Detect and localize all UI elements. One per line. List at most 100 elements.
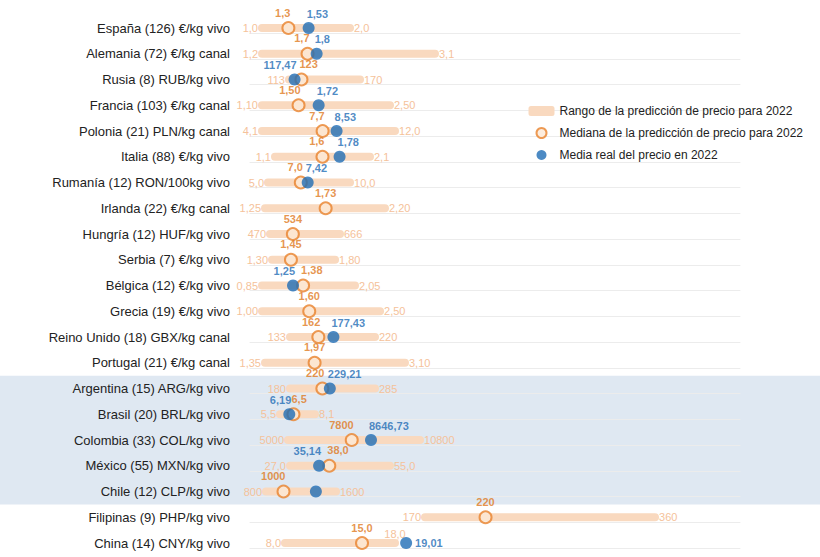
svg-text:7,7: 7,7 — [309, 110, 324, 122]
svg-text:1,00: 1,00 — [237, 305, 258, 317]
svg-text:Polonia (21) PLN/kg canal: Polonia (21) PLN/kg canal — [79, 124, 230, 139]
svg-text:1,97: 1,97 — [304, 341, 325, 353]
svg-text:229,21: 229,21 — [328, 368, 362, 380]
svg-text:3,10: 3,10 — [409, 357, 430, 369]
svg-text:Chile (12) CLP/kg vivo: Chile (12) CLP/kg vivo — [101, 484, 230, 499]
svg-text:15,0: 15,0 — [351, 522, 372, 534]
svg-text:Rusia (8) RUB/kg vivo: Rusia (8) RUB/kg vivo — [102, 72, 230, 87]
svg-text:1600: 1600 — [340, 486, 364, 498]
svg-text:2,05: 2,05 — [359, 280, 380, 292]
svg-text:2,50: 2,50 — [384, 305, 405, 317]
svg-text:Hungría (12) HUF/kg vivo: Hungría (12) HUF/kg vivo — [83, 227, 230, 242]
svg-text:470: 470 — [248, 228, 266, 240]
svg-text:1,72: 1,72 — [317, 85, 338, 97]
svg-text:1,80: 1,80 — [339, 254, 360, 266]
svg-text:Brasil (20) BRL/kg vivo: Brasil (20) BRL/kg vivo — [98, 407, 230, 422]
svg-text:1,30: 1,30 — [247, 254, 268, 266]
svg-text:0,85: 0,85 — [237, 280, 258, 292]
svg-text:6,5: 6,5 — [291, 393, 306, 405]
svg-text:7,0: 7,0 — [288, 161, 303, 173]
svg-text:117,47: 117,47 — [264, 59, 297, 71]
svg-text:2,20: 2,20 — [389, 202, 410, 214]
svg-text:8,0: 8,0 — [266, 537, 281, 549]
svg-text:1,50: 1,50 — [279, 84, 300, 96]
svg-text:800: 800 — [244, 486, 262, 498]
svg-text:Alemania (72) €/kg canal: Alemania (72) €/kg canal — [86, 46, 230, 61]
svg-text:177,43: 177,43 — [331, 317, 365, 329]
svg-text:360: 360 — [659, 511, 677, 523]
svg-text:1,1: 1,1 — [256, 151, 271, 163]
svg-text:España (126) €/kg vivo: España (126) €/kg vivo — [97, 21, 230, 36]
svg-text:1,10: 1,10 — [237, 99, 258, 111]
svg-text:285: 285 — [379, 383, 397, 395]
svg-text:Serbia (7) €/kg vivo: Serbia (7) €/kg vivo — [118, 252, 230, 267]
svg-text:220: 220 — [306, 367, 324, 379]
svg-text:1,38: 1,38 — [301, 264, 322, 276]
svg-text:170: 170 — [403, 511, 421, 523]
svg-text:2,50: 2,50 — [394, 99, 415, 111]
svg-text:170: 170 — [364, 74, 382, 86]
svg-text:Rango de la predicción de prec: Rango de la predicción de precio para 20… — [560, 104, 793, 118]
svg-text:1,3: 1,3 — [275, 7, 290, 19]
svg-text:123: 123 — [299, 58, 317, 70]
svg-text:1,25: 1,25 — [274, 265, 295, 277]
svg-text:6,19: 6,19 — [270, 394, 291, 406]
svg-text:19,01: 19,01 — [415, 537, 443, 549]
svg-text:133: 133 — [268, 331, 286, 343]
svg-text:5,5: 5,5 — [261, 408, 276, 420]
svg-text:8,1: 8,1 — [319, 408, 335, 421]
svg-text:China (14) CNY/kg vivo: China (14) CNY/kg vivo — [94, 536, 230, 551]
svg-text:220: 220 — [476, 496, 494, 508]
svg-text:162: 162 — [302, 316, 320, 328]
svg-text:180: 180 — [268, 383, 286, 395]
svg-text:8,53: 8,53 — [335, 111, 356, 123]
svg-text:1,53: 1,53 — [307, 8, 328, 20]
svg-text:Argentina (15) ARG/kg vivo: Argentina (15) ARG/kg vivo — [72, 381, 230, 396]
svg-text:Reino Unido (18) GBX/kg canal: Reino Unido (18) GBX/kg canal — [49, 330, 230, 345]
svg-text:Grecia (19) €/kg vivo: Grecia (19) €/kg vivo — [110, 304, 230, 319]
svg-text:5,0: 5,0 — [249, 177, 264, 189]
svg-text:Irlanda (22) €/kg canal: Irlanda (22) €/kg canal — [101, 201, 230, 216]
svg-text:38,0: 38,0 — [327, 444, 348, 456]
svg-text:1,0: 1,0 — [243, 22, 258, 34]
svg-text:1,35: 1,35 — [240, 357, 261, 369]
svg-text:55,0: 55,0 — [394, 460, 415, 472]
svg-text:2,0: 2,0 — [354, 22, 369, 34]
svg-text:México (55) MXN/kg vivo: México (55) MXN/kg vivo — [86, 458, 230, 473]
svg-text:5000: 5000 — [260, 434, 284, 446]
svg-text:534: 534 — [284, 213, 303, 225]
svg-text:1,45: 1,45 — [280, 238, 301, 250]
svg-text:10,0: 10,0 — [354, 177, 375, 189]
svg-text:1,8: 1,8 — [315, 33, 330, 45]
svg-text:666: 666 — [344, 228, 362, 240]
svg-text:1,60: 1,60 — [299, 290, 320, 302]
svg-text:Filipinas (9) PHP/kg vivo: Filipinas (9) PHP/kg vivo — [88, 510, 230, 525]
svg-text:1,7: 1,7 — [294, 32, 309, 44]
svg-text:Media real del precio en 2022: Media real del precio en 2022 — [560, 148, 718, 162]
svg-text:Mediana de la predicción de pr: Mediana de la predicción de precio para … — [560, 126, 804, 140]
svg-text:Rumanía (12) RON/100kg vivo: Rumanía (12) RON/100kg vivo — [52, 175, 230, 190]
svg-text:4,1: 4,1 — [243, 125, 258, 137]
svg-text:18,0: 18,0 — [384, 528, 405, 540]
svg-text:113: 113 — [267, 73, 285, 86]
svg-text:Bélgica (12) €/kg vivo: Bélgica (12) €/kg vivo — [106, 278, 230, 293]
svg-text:Colombia (33) COL/kg vivo: Colombia (33) COL/kg vivo — [74, 433, 230, 448]
svg-text:8646,73: 8646,73 — [369, 420, 409, 432]
svg-text:7800: 7800 — [329, 419, 353, 431]
svg-text:Portugal (21) €/kg canal: Portugal (21) €/kg canal — [92, 355, 230, 370]
svg-text:35,14: 35,14 — [294, 445, 322, 457]
svg-text:12,0: 12,0 — [399, 125, 420, 137]
svg-text:1,73: 1,73 — [315, 187, 336, 199]
svg-text:1,6: 1,6 — [309, 135, 324, 147]
svg-text:Francia (103) €/kg canal: Francia (103) €/kg canal — [90, 98, 230, 113]
svg-text:220: 220 — [379, 331, 397, 343]
svg-text:7,42: 7,42 — [306, 162, 327, 174]
svg-text:Italia (88) €/kg vivo: Italia (88) €/kg vivo — [121, 149, 230, 164]
svg-text:10800: 10800 — [424, 434, 455, 446]
svg-text:1,25: 1,25 — [240, 202, 261, 214]
svg-text:1,2: 1,2 — [243, 48, 258, 60]
svg-text:1,78: 1,78 — [338, 136, 359, 148]
svg-text:2,1: 2,1 — [374, 151, 389, 163]
svg-text:3,1: 3,1 — [439, 48, 454, 60]
svg-text:1000: 1000 — [261, 470, 285, 482]
